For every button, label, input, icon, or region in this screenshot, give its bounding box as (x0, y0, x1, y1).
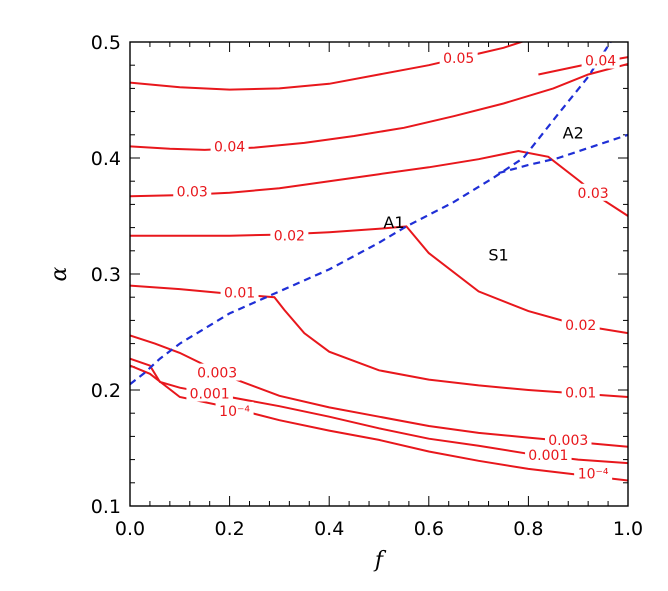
region-label: S1 (488, 245, 508, 264)
contour-label-group: 10⁻⁴ (574, 464, 613, 483)
contour-label-group: 0.001 (186, 384, 233, 402)
contour-label-group: 0.003 (193, 363, 241, 382)
region-label: A2 (563, 123, 584, 142)
x-axis-label: f (373, 548, 387, 573)
contour-label-bg (270, 226, 309, 244)
contour-label-group: 0.02 (561, 316, 600, 334)
y-tick-label: 0.4 (91, 148, 121, 170)
contour-label-bg (193, 363, 241, 381)
contour-label-bg (581, 51, 620, 69)
y-tick-label: 0.5 (91, 32, 121, 54)
contour-line (130, 334, 628, 448)
contour-label-bg (525, 445, 572, 463)
contour-label-bg (574, 183, 613, 201)
contour-label-group: 0.03 (574, 183, 613, 202)
contour-line (130, 149, 628, 217)
y-tick-label: 0.2 (91, 380, 121, 402)
contour-label: 0.01 (224, 286, 255, 302)
contour-label-bg (215, 401, 254, 419)
contour-label: 0.003 (197, 366, 237, 382)
contour-label: 0.04 (214, 139, 245, 155)
contour-line (130, 42, 525, 91)
contour-label-group: 0.02 (270, 226, 309, 245)
contour-label-group: 0.04 (581, 51, 620, 70)
contour-label: 0.003 (548, 433, 588, 449)
labels: 0.0 0.2 0.4 0.6 0.8 1.0 0.1 0.2 0.3 0.4 0.5 0.05 0.0… (91, 32, 643, 540)
contour-label-bg (561, 383, 600, 401)
contour-label-group: 0.001 (525, 445, 572, 464)
contour-line (130, 364, 628, 482)
x-tick-label: 0.4 (314, 518, 344, 540)
contour-label-bg (220, 283, 259, 301)
boundary-line (498, 133, 628, 175)
contour-label-group: 0.003 (544, 430, 592, 449)
contour-label-bg (439, 49, 478, 67)
x-tick-label: 0.0 (115, 518, 145, 540)
contour-label: 0.001 (528, 448, 568, 464)
region-label: A1 (383, 213, 404, 232)
plot-frame (129, 41, 629, 507)
y-axis-label: α (47, 266, 72, 281)
plot-area (130, 42, 628, 482)
contour-label-bg (574, 464, 613, 482)
contour-label: 0.001 (190, 386, 230, 402)
x-tick-label: 0.6 (414, 518, 444, 540)
contour-label: 0.02 (274, 229, 305, 245)
contour-label-bg (544, 430, 592, 448)
contour-label-group: 0.05 (439, 49, 478, 67)
contour-label-bg (173, 182, 212, 200)
contour-label: 10⁻⁴ (219, 404, 250, 420)
boundary-line (130, 42, 612, 386)
x-tick-label: 0.8 (513, 518, 543, 540)
contour-label-bg (210, 137, 249, 155)
contour-label: 0.04 (585, 54, 616, 70)
contour-label-group: 10⁻⁴ (215, 401, 254, 420)
contour-label: 0.03 (177, 185, 208, 201)
contour-label: 10⁻⁴ (578, 467, 609, 483)
contour-label-group: 0.03 (173, 182, 212, 201)
contour-label: 0.02 (565, 318, 596, 334)
contour-label: 0.05 (443, 51, 474, 67)
x-tick-label: 1.0 (613, 518, 643, 540)
y-tick-label: 0.3 (91, 264, 121, 286)
contour-label: 0.01 (565, 385, 596, 401)
tick-marks (129, 41, 629, 507)
x-tick-label: 0.2 (214, 518, 244, 540)
contour-label: 0.03 (578, 186, 609, 202)
contour-label-group: 0.01 (220, 283, 259, 302)
contour-label-bg (561, 316, 600, 334)
contour-line (130, 63, 628, 151)
contour-label-group: 0.04 (210, 137, 249, 155)
contour-label-bg (186, 384, 233, 402)
y-tick-label: 0.1 (91, 496, 121, 518)
contour-line (130, 225, 628, 335)
contour-label-group: 0.01 (561, 383, 600, 401)
